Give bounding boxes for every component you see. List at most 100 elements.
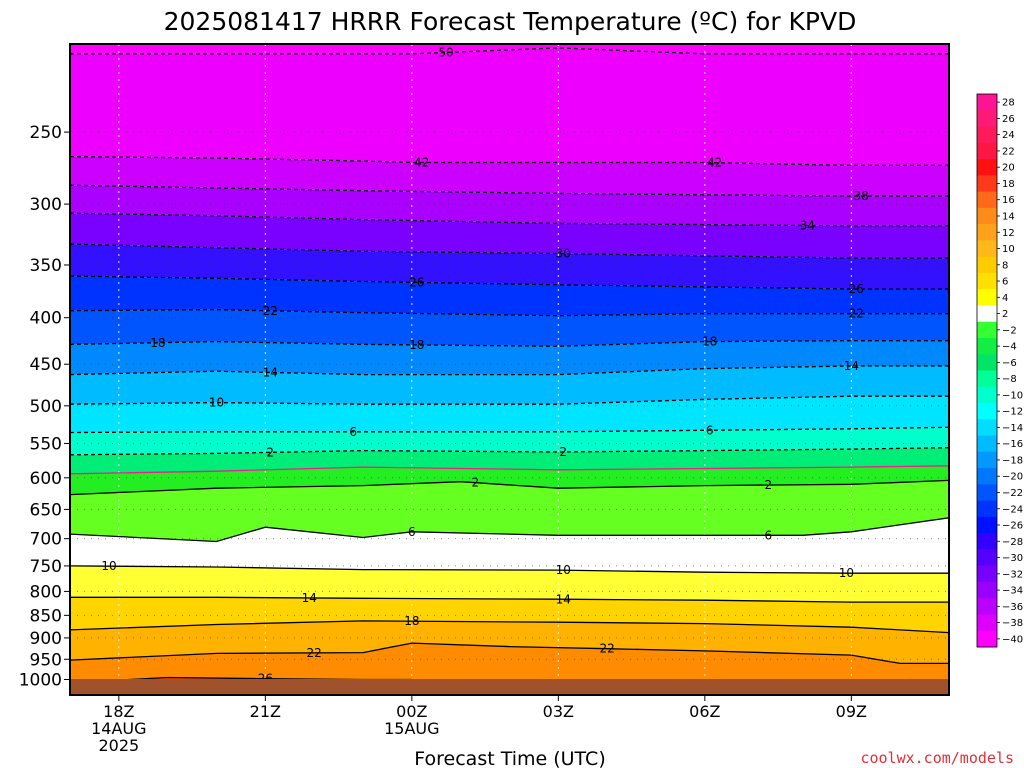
contour-label: 14 xyxy=(844,359,859,373)
colorbar-cell xyxy=(977,142,997,160)
contour-label: 22 xyxy=(849,307,864,321)
contour-label: 2 xyxy=(764,478,772,492)
y-tick-label: 800 xyxy=(30,582,62,602)
temperature-band xyxy=(70,396,949,433)
colorbar-label: 10 xyxy=(1002,244,1015,255)
contour-label: 14 xyxy=(302,591,317,605)
temperature-band xyxy=(70,213,949,259)
colorbar-cell xyxy=(977,484,997,502)
y-tick-label: 600 xyxy=(30,469,62,489)
y-tick-label: 650 xyxy=(30,500,62,520)
colorbar-label: −40 xyxy=(1002,634,1023,645)
colorbar-cell xyxy=(977,435,997,453)
temperature-band xyxy=(70,309,949,347)
y-tick-label: 750 xyxy=(30,557,62,577)
colorbar-label: −16 xyxy=(1002,439,1023,450)
colorbar-label: −8 xyxy=(1002,374,1017,385)
colorbar-cell xyxy=(977,272,997,290)
y-tick-label: 950 xyxy=(30,650,62,670)
colorbar-label: −12 xyxy=(1002,407,1023,418)
x-tick-label: 03Z xyxy=(543,702,574,721)
y-tick-label: 700 xyxy=(30,530,62,550)
contour-line xyxy=(70,465,949,475)
temperature-band xyxy=(70,47,949,166)
colorbar-cell xyxy=(977,240,997,258)
colorbar-cell xyxy=(977,581,997,599)
colorbar-cell xyxy=(977,614,997,632)
y-tick-label: 1000 xyxy=(19,671,62,691)
temperature-band xyxy=(70,427,949,455)
colorbar-label: 20 xyxy=(1002,163,1015,174)
colorbar-cell xyxy=(977,224,997,241)
x-tick-label: 21Z xyxy=(250,702,281,721)
x-tick-label: 09Z xyxy=(836,702,867,721)
contour-line xyxy=(70,517,949,543)
temperature-band xyxy=(70,340,949,375)
colorbar-label: −6 xyxy=(1002,358,1017,369)
colorbar-label: 26 xyxy=(1002,114,1015,125)
contour-label: 18 xyxy=(150,336,165,350)
colorbar-label: −22 xyxy=(1002,488,1023,499)
contour-label: 2 xyxy=(559,445,567,459)
ground-surface xyxy=(70,679,949,695)
y-tick-label: 500 xyxy=(30,397,62,417)
colorbar-label: 14 xyxy=(1002,211,1015,222)
plot-frame xyxy=(69,43,950,696)
colorbar-cell xyxy=(977,207,997,225)
contour-label: 6 xyxy=(764,528,772,542)
colorbar-label: 6 xyxy=(1002,277,1008,288)
contour-label: 30 xyxy=(556,247,571,261)
colorbar-label: −14 xyxy=(1002,423,1023,434)
contour-label: 22 xyxy=(263,304,278,318)
temperature-band xyxy=(70,517,949,574)
y-tick-label: 450 xyxy=(30,355,62,375)
colorbar-label: 8 xyxy=(1002,260,1008,271)
colorbar-label: −32 xyxy=(1002,569,1023,580)
contour-label: 34 xyxy=(800,218,815,232)
colorbar-cell xyxy=(977,386,997,404)
colorbar-label: −4 xyxy=(1002,342,1017,353)
colorbar-label: −24 xyxy=(1002,504,1023,515)
colorbar-label: −10 xyxy=(1002,390,1023,401)
colorbar-cell xyxy=(977,630,997,648)
y-tick-label: 900 xyxy=(30,629,62,649)
colorbar-label: −18 xyxy=(1002,455,1023,466)
colorbar-label: 28 xyxy=(1002,98,1015,109)
contour-label: 6 xyxy=(706,423,714,437)
contour-label: 50 xyxy=(438,45,453,59)
colorbar-cell xyxy=(977,110,997,128)
colorbar-label: 12 xyxy=(1002,228,1015,239)
temperature-band xyxy=(70,480,949,542)
colorbar-cell xyxy=(977,500,997,518)
colorbar-cell xyxy=(977,565,997,583)
contour-line xyxy=(70,479,949,496)
contour-label: 18 xyxy=(404,614,419,628)
colorbar-label: 22 xyxy=(1002,146,1015,157)
temperature-band xyxy=(70,156,949,197)
colorbar-cell xyxy=(977,175,997,193)
colorbar-cell xyxy=(977,305,997,323)
colorbar-cell xyxy=(977,159,997,176)
y-tick-label: 850 xyxy=(30,606,62,626)
chart-title: 2025081417 HRRR Forecast Temperature (ºC… xyxy=(164,7,857,36)
colorbar-cell xyxy=(977,598,997,615)
colorbar-cell xyxy=(977,289,997,306)
contour-label: 18 xyxy=(409,338,424,352)
x-tick-label: 00Z xyxy=(396,702,427,721)
contour-line xyxy=(70,155,949,167)
contour-line xyxy=(70,565,949,574)
y-tick-label: 350 xyxy=(30,256,62,276)
colorbar-cell xyxy=(977,337,997,355)
colorbar-label: −20 xyxy=(1002,472,1023,483)
contour-line xyxy=(70,620,949,634)
contour-label: 10 xyxy=(209,396,224,410)
colorbar-cell xyxy=(977,256,997,274)
colorbar-cell xyxy=(977,370,997,388)
contour-label: 10 xyxy=(839,566,854,580)
colorbar-cell xyxy=(977,468,997,485)
colorbar-label: −2 xyxy=(1002,325,1017,336)
contour-label: 42 xyxy=(707,156,722,170)
contour-label: 10 xyxy=(101,559,116,573)
x-tick-label: 06Z xyxy=(689,702,720,721)
